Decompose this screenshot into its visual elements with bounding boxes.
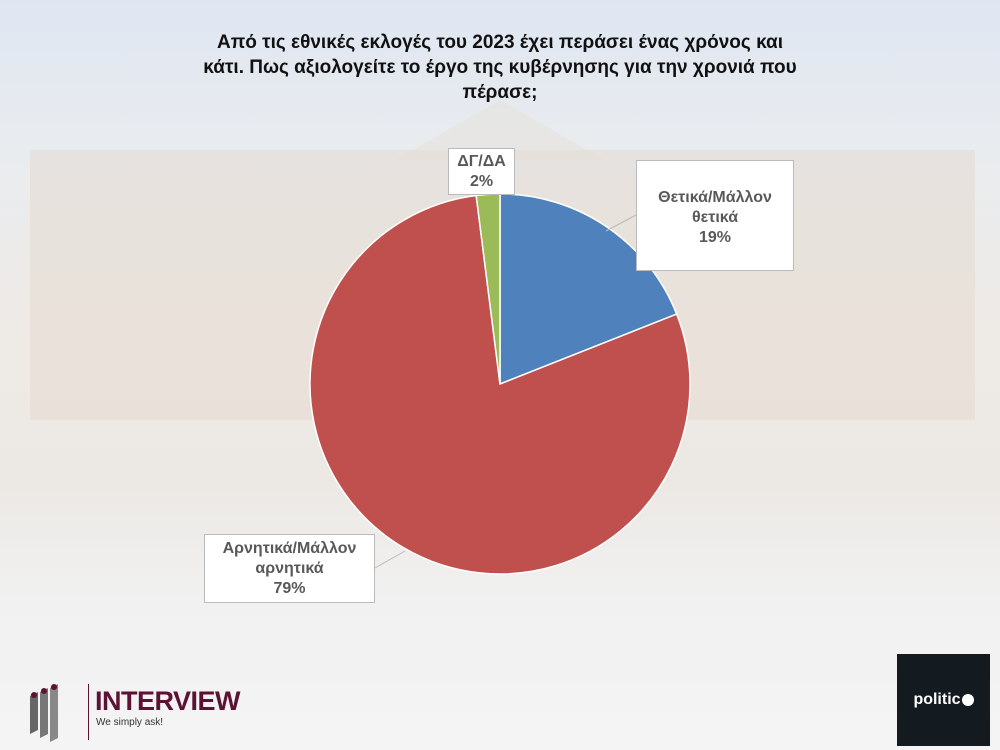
label-negative-line1: Αρνητικά/Μάλλον — [222, 540, 357, 557]
label-negative-line2: αρνητικά — [255, 560, 324, 577]
interview-logo-name: INTERVIEW — [95, 686, 241, 716]
label-dk-na-value: 2% — [469, 173, 494, 190]
politic-logo: politic — [897, 654, 990, 746]
leader-negative — [374, 550, 406, 569]
label-dk-na: ΔΓ/ΔΑ 2% — [448, 148, 515, 195]
label-positive: Θετικά/Μάλλον θετικά 19% — [636, 160, 794, 271]
slice-negative — [309, 194, 691, 575]
leader-positive — [605, 214, 637, 232]
label-negative-value: 79% — [273, 580, 306, 597]
politic-logo-text: politic — [913, 691, 961, 708]
label-positive-line2: θετικά — [691, 209, 739, 226]
chart-title: Από τις εθνικές εκλογές του 2023 έχει πε… — [203, 32, 797, 103]
label-negative: Αρνητικά/Μάλλον αρνητικά 79% — [204, 534, 375, 603]
label-positive-line1: Θετικά/Μάλλον — [658, 189, 772, 206]
politic-logo-dot-icon — [961, 694, 974, 706]
interview-logo-tagline: We simply ask! — [96, 717, 164, 728]
label-dk-na-line1: ΔΓ/ΔΑ — [457, 153, 506, 170]
interview-logo-icon — [30, 684, 58, 742]
label-positive-value: 19% — [698, 229, 732, 246]
interview-logo-divider — [88, 684, 89, 740]
slice-positive — [499, 193, 678, 386]
